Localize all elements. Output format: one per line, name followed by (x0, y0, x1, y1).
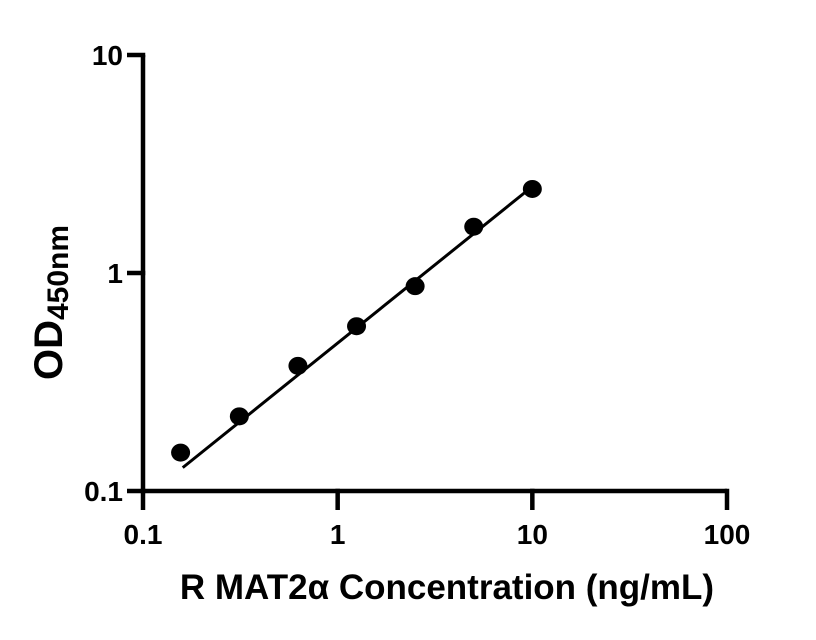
y-tick-label: 10 (92, 40, 123, 71)
y-axis-title-subscript: 450nm (42, 225, 75, 320)
data-point (405, 277, 425, 296)
x-tick-label: 100 (704, 519, 751, 550)
x-tick-label: 0.1 (124, 519, 163, 550)
y-axis-title-main: OD (27, 320, 71, 380)
x-tick-label: 1 (330, 519, 346, 550)
data-point (347, 317, 367, 336)
axes (140, 55, 727, 494)
x-tick-label: 10 (517, 519, 548, 550)
data-series (171, 179, 542, 469)
y-axis-ticks: 0.1 1 10 (84, 40, 146, 507)
data-point (464, 217, 484, 236)
data-point (288, 356, 308, 375)
x-axis-ticks: 0.1 1 10 100 (124, 488, 751, 550)
y-tick-label: 0.1 (84, 476, 123, 507)
x-axis-title: R MAT2α Concentration (ng/mL) (180, 568, 714, 607)
data-point (522, 179, 542, 198)
data-point (171, 443, 191, 462)
y-axis-title: OD450nm (27, 225, 75, 380)
data-point (229, 407, 249, 426)
axis-spine (140, 55, 727, 494)
y-tick-label: 1 (107, 258, 123, 289)
